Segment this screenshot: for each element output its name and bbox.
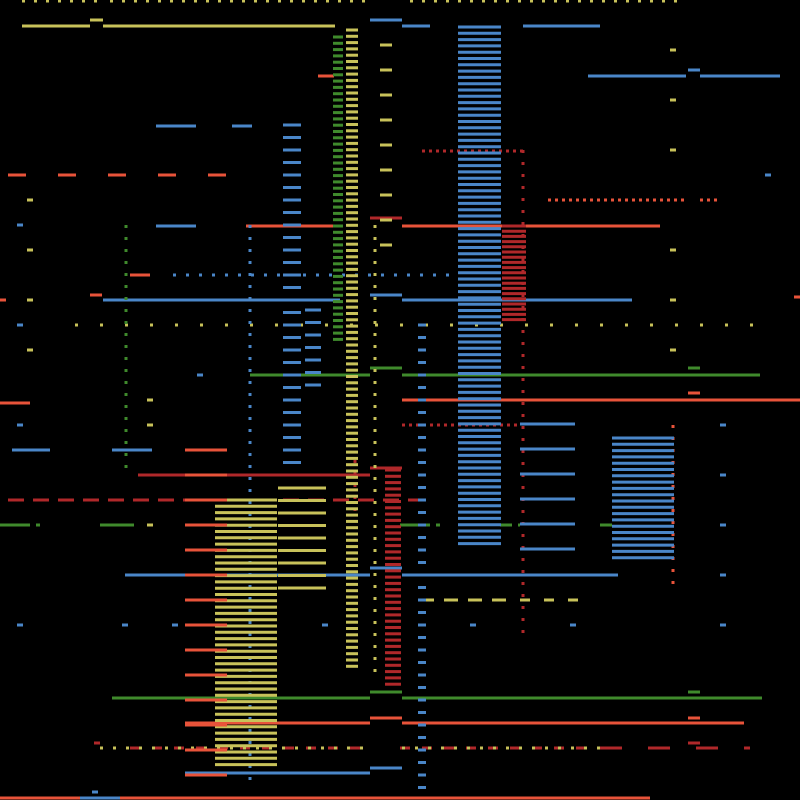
stacked-bars-layer: [185, 25, 674, 789]
